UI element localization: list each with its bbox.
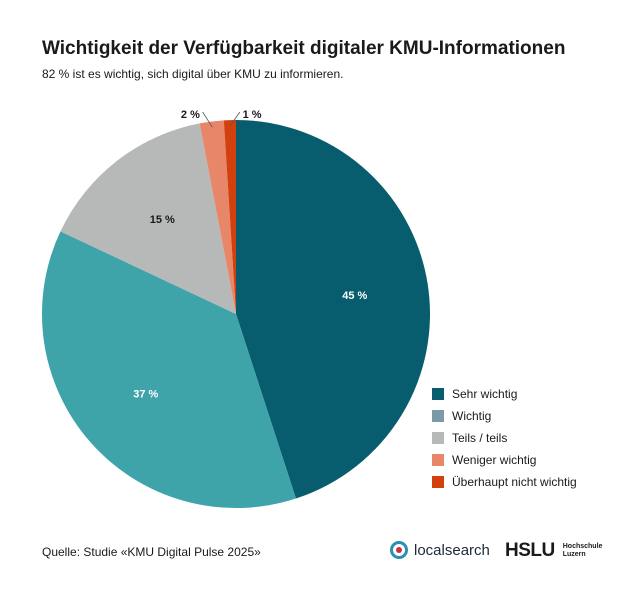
- legend-item: Sehr wichtig: [432, 383, 577, 405]
- hslu-logo: HSLU Hochschule Luzern: [505, 540, 603, 561]
- legend-label: Weniger wichtig: [452, 453, 537, 467]
- chart-title: Wichtigkeit der Verfügbarkeit digitaler …: [42, 38, 566, 59]
- legend: Sehr wichtig Wichtig Teils / teils Weniger …: [432, 383, 577, 493]
- data-label: 2 %: [181, 109, 200, 121]
- data-label: 15 %: [150, 214, 175, 226]
- legend-label: Teils / teils: [452, 431, 508, 445]
- chart-subtitle: 82 % ist es wichtig, sich digital über K…: [42, 67, 344, 81]
- pie-slice: [223, 120, 236, 314]
- pie-slice: [60, 123, 237, 314]
- legend-item: Teils / teils: [432, 427, 577, 449]
- legend-swatch: [432, 454, 444, 466]
- legend-swatch: [432, 388, 444, 400]
- localsearch-logo: localsearch: [390, 541, 490, 559]
- data-label: 1 %: [243, 109, 262, 121]
- source-note: Quelle: Studie «KMU Digital Pulse 2025»: [42, 545, 261, 559]
- pie-slice: [199, 120, 236, 314]
- legend-item: Wichtig: [432, 405, 577, 427]
- pie-slice: [236, 120, 430, 499]
- legend-label: Wichtig: [452, 409, 492, 423]
- leader-line: [202, 111, 213, 128]
- legend-label: Sehr wichtig: [452, 387, 518, 401]
- leader-line: [229, 111, 241, 127]
- legend-item: Überhaupt nicht wichtig: [432, 471, 577, 493]
- data-label: 45 %: [342, 290, 367, 302]
- legend-swatch: [432, 410, 444, 422]
- legend-swatch: [432, 432, 444, 444]
- pie-slice: [41, 231, 296, 509]
- legend-label: Überhaupt nicht wichtig: [452, 475, 577, 489]
- legend-item: Weniger wichtig: [432, 449, 577, 471]
- data-label: 37 %: [133, 389, 158, 401]
- legend-swatch: [432, 476, 444, 488]
